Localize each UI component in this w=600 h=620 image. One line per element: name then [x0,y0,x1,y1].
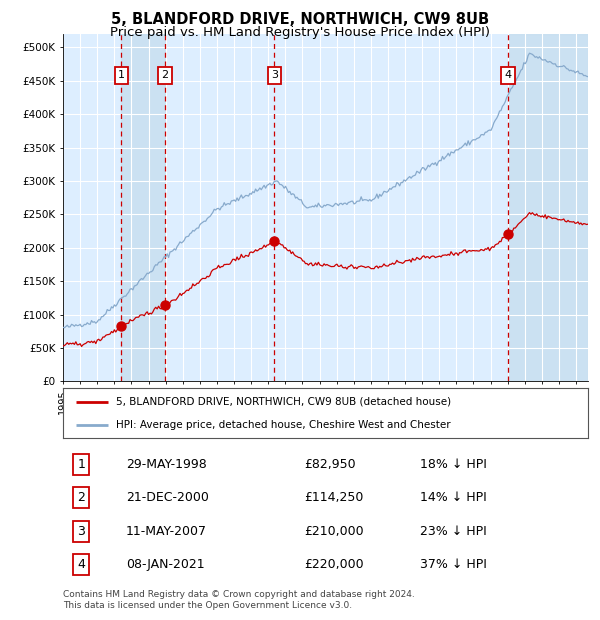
Text: £82,950: £82,950 [305,458,356,471]
Text: £114,250: £114,250 [305,491,364,504]
Text: 1: 1 [118,71,125,81]
Text: Contains HM Land Registry data © Crown copyright and database right 2024.: Contains HM Land Registry data © Crown c… [63,590,415,600]
Text: 1: 1 [77,458,85,471]
Bar [121,34,165,381]
Text: Price paid vs. HM Land Registry's House Price Index (HPI): Price paid vs. HM Land Registry's House … [110,26,490,39]
Text: 37% ↓ HPI: 37% ↓ HPI [420,558,487,571]
Text: HPI: Average price, detached house, Cheshire West and Chester: HPI: Average price, detached house, Ches… [115,420,450,430]
Text: 11-MAY-2007: 11-MAY-2007 [126,525,207,538]
Text: 3: 3 [77,525,85,538]
Text: 14% ↓ HPI: 14% ↓ HPI [420,491,487,504]
Text: 5, BLANDFORD DRIVE, NORTHWICH, CW9 8UB: 5, BLANDFORD DRIVE, NORTHWICH, CW9 8UB [111,12,489,27]
Text: 4: 4 [505,71,512,81]
Text: 3: 3 [271,71,278,81]
Text: 4: 4 [77,558,85,571]
Text: 29-MAY-1998: 29-MAY-1998 [126,458,207,471]
Text: 18% ↓ HPI: 18% ↓ HPI [420,458,487,471]
Text: This data is licensed under the Open Government Licence v3.0.: This data is licensed under the Open Gov… [63,601,352,611]
Text: 21-DEC-2000: 21-DEC-2000 [126,491,209,504]
Text: 2: 2 [161,71,169,81]
Text: 08-JAN-2021: 08-JAN-2021 [126,558,205,571]
Text: 5, BLANDFORD DRIVE, NORTHWICH, CW9 8UB (detached house): 5, BLANDFORD DRIVE, NORTHWICH, CW9 8UB (… [115,397,451,407]
Text: £220,000: £220,000 [305,558,364,571]
Text: 23% ↓ HPI: 23% ↓ HPI [420,525,487,538]
Text: £210,000: £210,000 [305,525,364,538]
Bar [508,34,588,381]
Text: 2: 2 [77,491,85,504]
